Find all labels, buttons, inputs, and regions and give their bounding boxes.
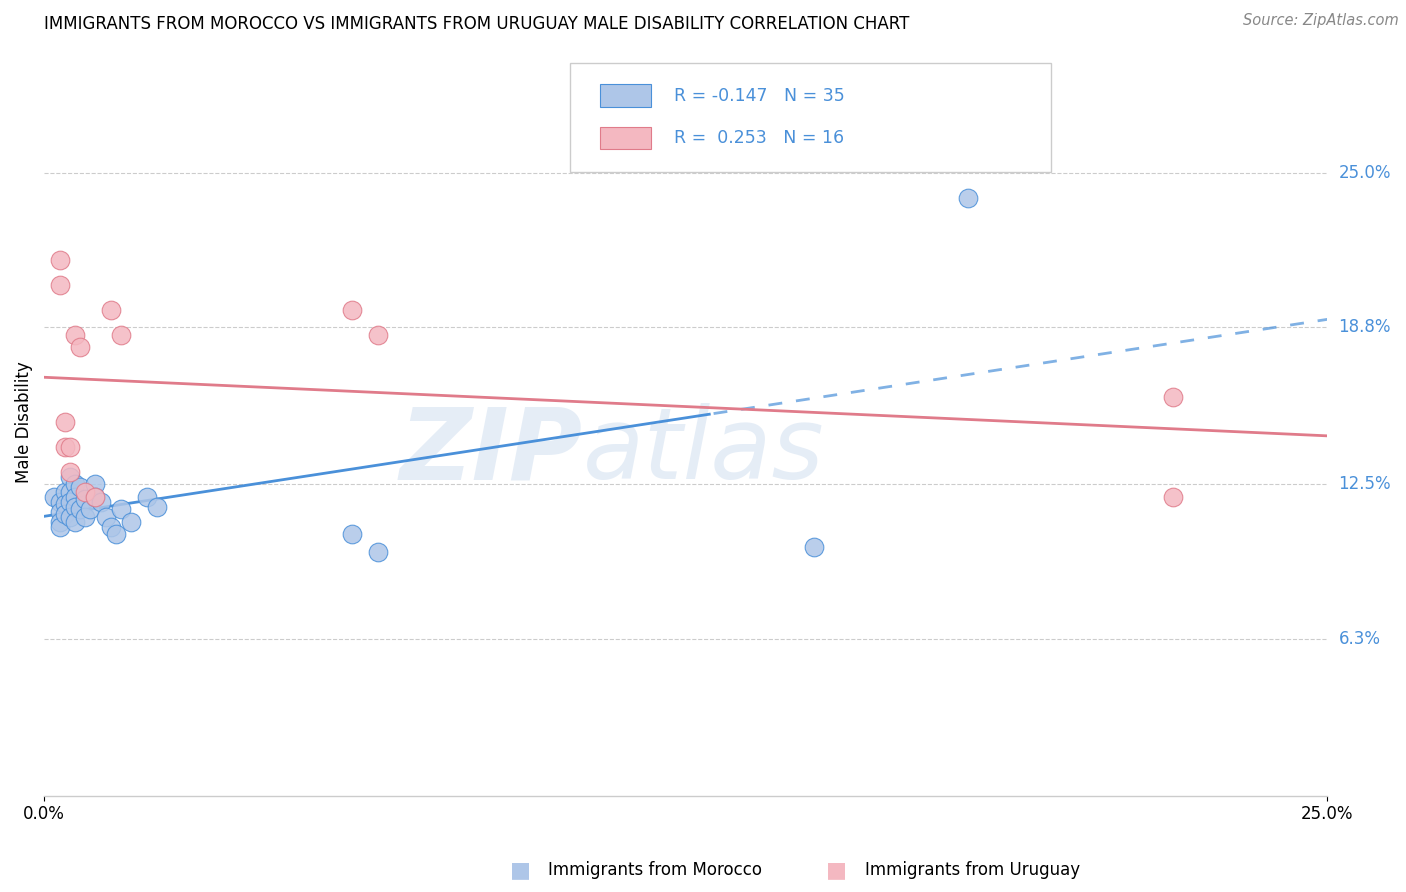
Text: ■: ■: [510, 860, 530, 880]
Point: [48, 505, 70, 519]
Point: [59, 440, 82, 454]
Point: [59, 470, 82, 484]
Point: [84, 490, 107, 504]
Point: [53, 440, 76, 454]
Point: [84, 477, 107, 491]
Text: ZIP: ZIP: [401, 403, 583, 500]
Point: [63, 515, 86, 529]
Text: 12.5%: 12.5%: [1339, 475, 1391, 493]
Point: [63, 477, 86, 491]
Point: [104, 527, 127, 541]
Point: [110, 502, 132, 516]
Point: [367, 544, 389, 558]
Point: [53, 415, 76, 429]
Point: [63, 490, 86, 504]
Text: 6.3%: 6.3%: [1339, 630, 1381, 648]
Text: IMMIGRANTS FROM MOROCCO VS IMMIGRANTS FROM URUGUAY MALE DISABILITY CORRELATION C: IMMIGRANTS FROM MOROCCO VS IMMIGRANTS FR…: [44, 15, 910, 33]
Point: [1161, 390, 1184, 404]
Point: [340, 303, 363, 318]
Text: R =  0.253   N = 16: R = 0.253 N = 16: [673, 129, 844, 147]
Point: [48, 519, 70, 533]
Point: [59, 509, 82, 524]
Point: [48, 278, 70, 293]
Point: [110, 327, 132, 342]
Point: [146, 500, 169, 514]
Point: [340, 527, 363, 541]
Text: Source: ZipAtlas.com: Source: ZipAtlas.com: [1243, 13, 1399, 29]
Point: [69, 502, 91, 516]
Point: [59, 465, 82, 479]
Point: [75, 509, 97, 524]
Text: 18.8%: 18.8%: [1339, 318, 1391, 336]
Point: [48, 495, 70, 509]
Text: Immigrants from Uruguay: Immigrants from Uruguay: [865, 861, 1080, 879]
Point: [84, 490, 107, 504]
Point: [69, 480, 91, 494]
Point: [120, 515, 142, 529]
Point: [135, 490, 157, 504]
Point: [75, 492, 97, 507]
Text: atlas: atlas: [583, 403, 825, 500]
FancyBboxPatch shape: [571, 63, 1052, 172]
Point: [48, 253, 70, 268]
Text: Immigrants from Morocco: Immigrants from Morocco: [548, 861, 762, 879]
Point: [90, 495, 112, 509]
Point: [100, 303, 122, 318]
FancyBboxPatch shape: [600, 85, 651, 107]
Point: [59, 495, 82, 509]
Point: [94, 509, 117, 524]
Point: [53, 508, 76, 522]
Point: [53, 497, 76, 511]
Point: [63, 327, 86, 342]
Text: R = -0.147   N = 35: R = -0.147 N = 35: [673, 87, 845, 104]
Text: 25.0%: 25.0%: [1339, 164, 1391, 182]
Point: [59, 484, 82, 499]
Point: [79, 502, 101, 516]
Point: [1161, 490, 1184, 504]
Y-axis label: Male Disability: Male Disability: [15, 361, 32, 483]
Point: [69, 340, 91, 354]
FancyBboxPatch shape: [600, 127, 651, 149]
Point: [956, 191, 979, 205]
Text: ■: ■: [827, 860, 846, 880]
Point: [100, 519, 122, 533]
Point: [63, 500, 86, 514]
Point: [53, 484, 76, 499]
Point: [75, 484, 97, 499]
Point: [44, 490, 66, 504]
Point: [803, 540, 825, 554]
Point: [48, 515, 70, 529]
Point: [367, 327, 389, 342]
